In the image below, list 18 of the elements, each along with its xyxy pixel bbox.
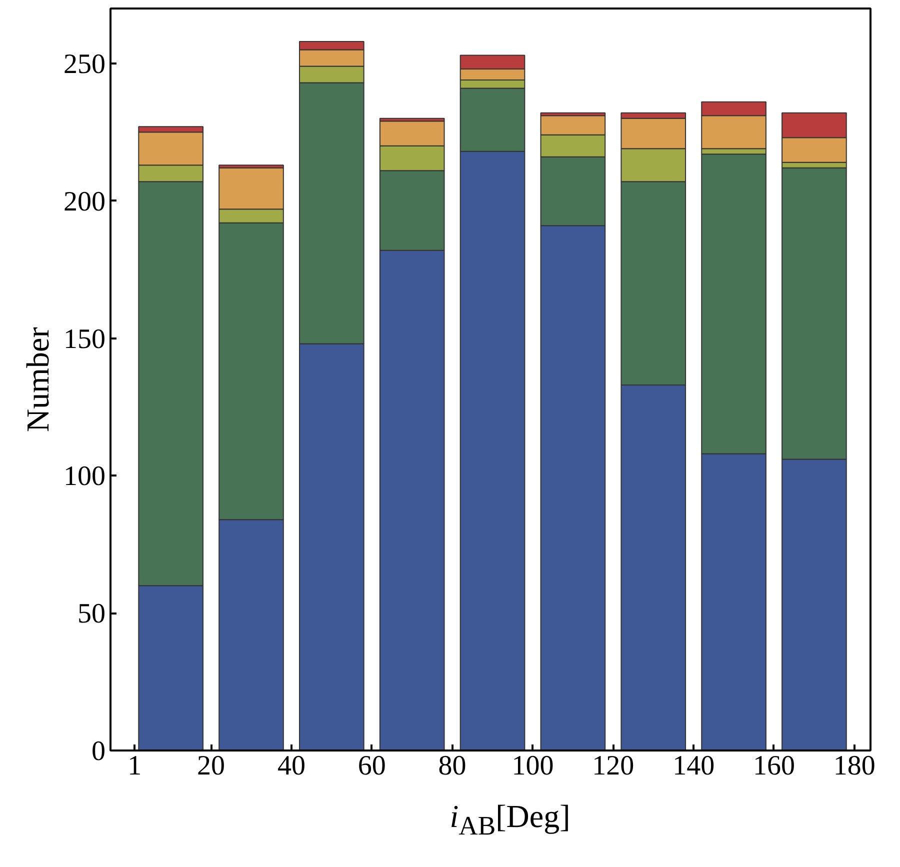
x-tick-label: 140 (672, 750, 715, 782)
y-tick-label: 50 (78, 598, 106, 630)
y-tick-label: 150 (64, 324, 106, 355)
y-tick-label: 200 (64, 186, 106, 218)
x-tick-label: 20 (197, 750, 226, 782)
x-tick-label: 60 (358, 750, 386, 782)
x-axis-title: i$_{AB}$[Deg] (450, 797, 570, 842)
y-tick-label: 250 (64, 48, 106, 80)
x-tick-label: 80 (438, 750, 466, 782)
x-tick-label: 180 (833, 750, 876, 782)
x-tick-label: 40 (277, 750, 306, 782)
x-tick-label: 160 (752, 750, 795, 782)
x-tick-label: 1 (128, 750, 142, 782)
y-tick-label: 100 (64, 461, 106, 492)
y-axis-title: Number (20, 326, 56, 432)
y-tick-label: 0 (92, 736, 106, 767)
x-tick-label: 120 (592, 750, 634, 782)
x-tick-label: 100 (512, 750, 554, 782)
